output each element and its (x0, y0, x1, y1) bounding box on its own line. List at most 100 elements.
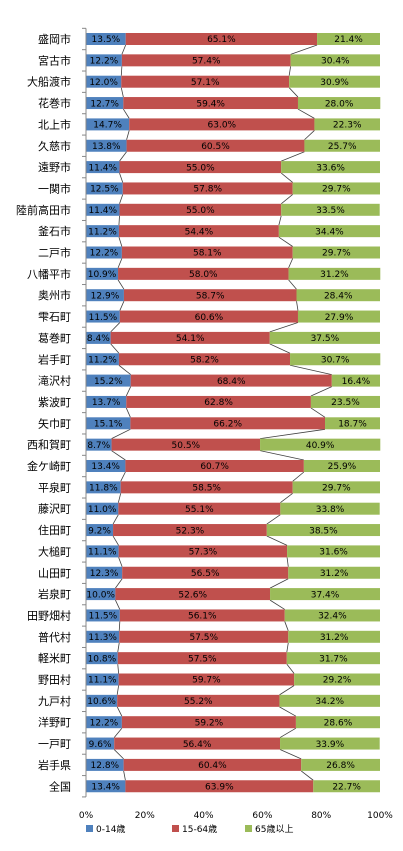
category-labels: 盛岡市宮古市大船渡市花巻市北上市久慈市遠野市一関市陸前高田市釜石市二戸市八幡平市… (16, 32, 71, 793)
data-label: 57.5% (189, 633, 218, 643)
data-label: 66.2% (213, 420, 242, 430)
bar-segment (297, 310, 380, 323)
bar-segment (121, 54, 291, 67)
data-label: 59.4% (196, 99, 225, 109)
category-label: 一関市 (38, 181, 71, 195)
data-label: 57.3% (189, 548, 218, 558)
bar-segment (288, 267, 381, 280)
series-connector-lines (110, 44, 332, 781)
data-label: 29.2% (323, 676, 352, 686)
data-label: 29.7% (322, 484, 351, 494)
data-label: 68.4% (217, 377, 246, 387)
bar-segment (86, 75, 122, 88)
series-line (280, 194, 293, 205)
series-line (117, 279, 125, 290)
category-label: 花巻市 (38, 96, 71, 110)
series-line (118, 557, 123, 567)
bar-segment (125, 460, 304, 472)
data-label: 26.8% (326, 761, 355, 771)
data-label: 58.2% (190, 355, 219, 365)
bar-segment (119, 203, 282, 216)
data-label: 11.4% (88, 206, 117, 216)
category-label: 矢巾町 (38, 416, 71, 430)
bar-segment (296, 289, 380, 302)
data-label: 10.6% (87, 697, 116, 707)
bar-segment (115, 588, 271, 601)
category-label: 軽米町 (38, 652, 71, 665)
data-label: 8.7% (87, 441, 110, 451)
bar-segment (86, 524, 114, 537)
bar-segment (86, 139, 127, 152)
data-label: 11.8% (89, 484, 118, 494)
series-line (286, 642, 289, 653)
data-label: 28.0% (325, 99, 354, 109)
bar-segment (111, 438, 261, 451)
category-label: 紫波町 (38, 396, 71, 409)
legend: 0-14歳 15-64歳 65歳以上 (86, 823, 293, 835)
bar-segment (86, 331, 111, 344)
bar-segment (86, 694, 118, 707)
data-label: 31.2% (320, 270, 349, 280)
series-line (288, 66, 292, 76)
bar-segment (118, 225, 279, 238)
series-line (117, 258, 123, 269)
series-line (269, 343, 291, 354)
series-line (110, 343, 120, 354)
bar-segment (294, 673, 380, 686)
bar-segment (86, 566, 123, 579)
series-line (269, 578, 289, 589)
bar-segment (269, 331, 380, 344)
data-label: 12.2% (90, 718, 119, 728)
bar-segment (325, 417, 380, 430)
series-line (300, 770, 314, 781)
data-label: 37.5% (311, 334, 340, 344)
data-label: 12.5% (90, 185, 119, 195)
data-label: 60.7% (200, 462, 229, 472)
data-label: 10.8% (88, 654, 117, 664)
data-label: 13.8% (92, 142, 121, 152)
data-label: 16.4% (342, 377, 371, 387)
bar-segment (86, 225, 119, 238)
bar-segment (270, 588, 380, 601)
category-label: 洋野町 (38, 715, 71, 729)
data-label: 12.2% (90, 249, 119, 259)
series-line (125, 386, 132, 397)
bar-segment (310, 395, 380, 408)
series-line (119, 301, 125, 311)
data-label: 31.6% (319, 548, 348, 558)
bar-segment (303, 460, 380, 472)
series-line (116, 685, 120, 695)
category-label: 八幡平市 (27, 267, 71, 281)
data-label: 12.9% (91, 291, 120, 301)
category-label: 平泉町 (38, 480, 71, 494)
data-label: 55.0% (186, 206, 215, 216)
data-label: 55.2% (184, 697, 213, 707)
category-label: 陸前高田市 (16, 203, 71, 217)
data-label: 54.1% (176, 334, 205, 344)
series-line (279, 706, 297, 717)
series-line (125, 407, 131, 418)
bar-segment (126, 395, 311, 408)
bar-segment (280, 502, 380, 515)
data-label: 37.4% (311, 590, 340, 600)
bar-segment (121, 716, 296, 729)
data-label: 11.2% (88, 227, 117, 237)
bar-segment (290, 54, 380, 67)
data-label: 55.0% (186, 163, 215, 173)
series-line (279, 727, 297, 738)
category-label: 葛巻町 (38, 332, 71, 345)
bar-segment (288, 566, 380, 579)
series-line (117, 642, 120, 653)
category-label: 普代村 (38, 630, 71, 644)
bar-segment (313, 780, 380, 793)
category-label: 久慈市 (38, 139, 71, 153)
bar-segment (260, 438, 381, 451)
bar-segment (86, 673, 119, 686)
bar-segment (279, 694, 380, 707)
category-label: 岩手町 (38, 352, 71, 366)
data-label: 31.7% (319, 654, 348, 664)
data-label: 14.7% (93, 121, 122, 131)
series-line (310, 407, 326, 418)
data-label: 25.9% (328, 462, 357, 472)
data-label: 58.1% (193, 249, 222, 259)
